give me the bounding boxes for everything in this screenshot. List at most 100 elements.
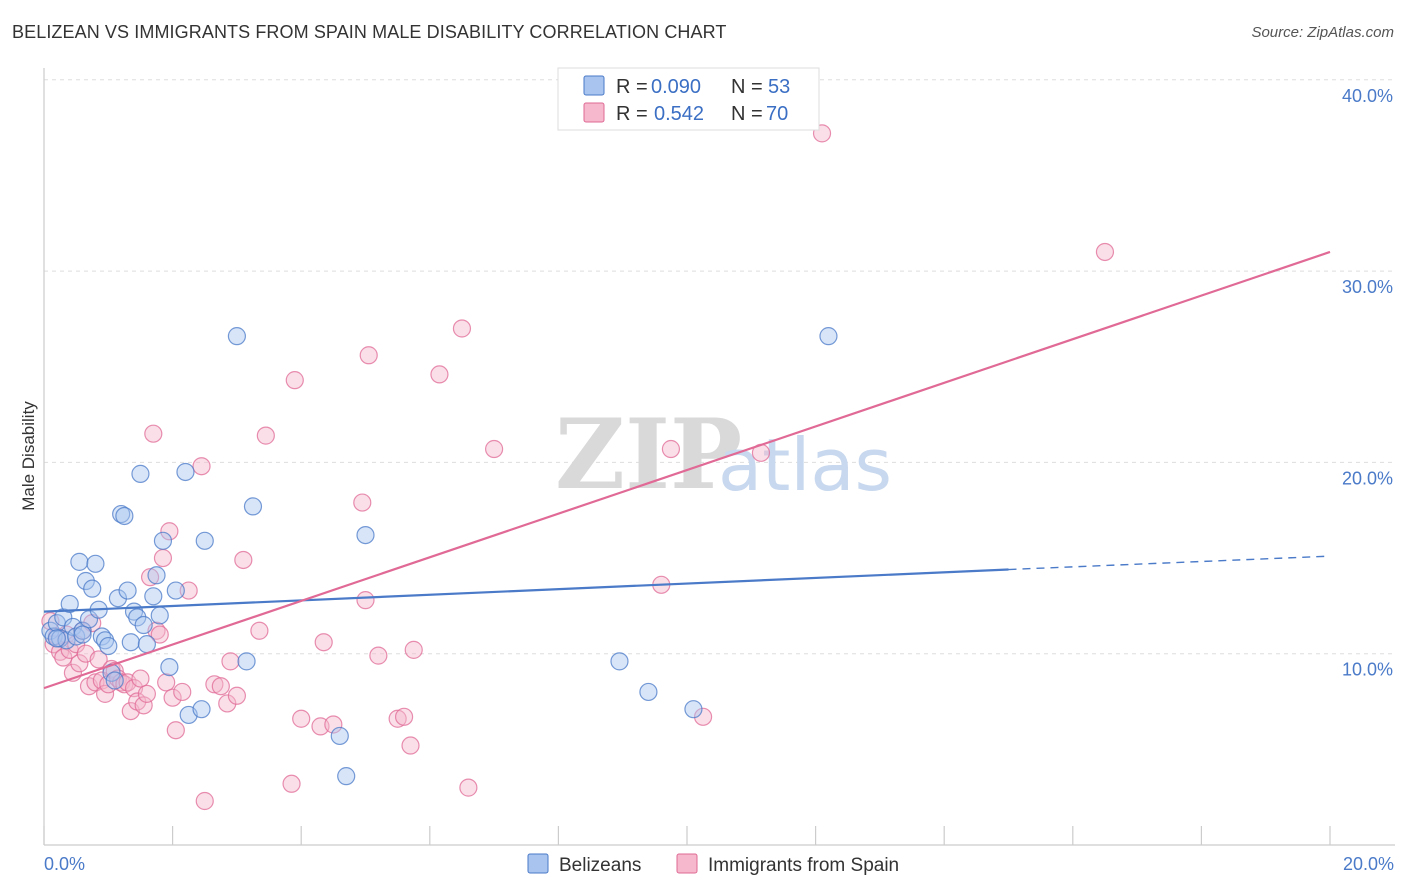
y-tick-label-1: 10.0% — [1342, 660, 1393, 680]
immigrants-from-spain-point-31 — [137, 684, 156, 703]
legend-swatch-blue — [583, 75, 605, 96]
legend-n-label-pink: N = — [731, 103, 763, 125]
x-tick-marks — [43, 826, 1331, 845]
belizeans-point-11 — [73, 621, 92, 640]
belizeans-point-50 — [684, 700, 703, 719]
belizeans-point-38 — [176, 462, 195, 482]
belizeans-point-23 — [112, 504, 131, 524]
trend-line-belizeans — [43, 568, 1009, 613]
stats-legend: R = 0.090 N = 53 R = 0.542 N = 70 — [557, 67, 820, 131]
series-belizeans-points — [41, 327, 838, 786]
belizeans-point-46 — [337, 767, 356, 786]
immigrants-from-spain-point-24 — [115, 675, 134, 694]
immigrants-from-spain-point-41 — [173, 682, 192, 702]
immigrants-from-spain-point-64 — [394, 707, 414, 726]
immigrants-from-spain-point-43 — [192, 457, 211, 476]
x-tick-label-max: 20.0% — [1343, 854, 1394, 874]
belizeans-point-52 — [47, 629, 66, 648]
belizeans-point-25 — [118, 581, 137, 600]
y-tick-labels: 10.0% 20.0% 30.0% 40.0% — [1342, 86, 1393, 680]
belizeans-point-24 — [115, 506, 134, 526]
immigrants-from-spain-point-51 — [250, 621, 269, 640]
belizeans-point-22 — [108, 589, 128, 608]
belizeans-point-7 — [60, 594, 79, 614]
y-tick-label-2: 20.0% — [1342, 468, 1393, 488]
immigrants-from-spain-point-65 — [401, 736, 420, 755]
belizeans-point-45 — [330, 726, 349, 746]
legend-r-label-blue: R = — [616, 76, 648, 98]
immigrants-from-spain-point-38 — [160, 522, 179, 541]
legend-r-label-pink: R = — [616, 103, 648, 125]
belizeans-point-8 — [63, 617, 83, 637]
immigrants-from-spain-point-72 — [661, 439, 681, 459]
immigrants-from-spain-point-42 — [179, 581, 198, 600]
y-tick-label-4: 40.0% — [1342, 86, 1393, 106]
immigrants-from-spain-point-69 — [459, 778, 478, 797]
belizeans-point-34 — [150, 606, 169, 625]
belizeans-point-40 — [192, 700, 211, 719]
immigrants-from-spain-point-59 — [353, 493, 372, 512]
belizeans-point-32 — [144, 587, 163, 606]
belizeans-point-21 — [105, 671, 124, 690]
chart-source: Source: ZipAtlas.com — [1251, 24, 1394, 41]
immigrants-from-spain-point-60 — [356, 591, 375, 610]
immigrants-from-spain-point-55 — [292, 709, 311, 728]
watermark-atlas: atlas — [718, 423, 892, 507]
immigrants-from-spain-point-16 — [89, 650, 108, 669]
y-tick-label-3: 30.0% — [1342, 277, 1393, 297]
belizeans-point-37 — [166, 581, 185, 600]
immigrants-from-spain-point-61 — [359, 346, 378, 365]
immigrants-from-spain-point-37 — [157, 673, 176, 692]
belizeans-point-26 — [121, 633, 140, 652]
belizeans-point-19 — [99, 636, 118, 656]
belizeans-point-33 — [147, 566, 166, 585]
immigrants-from-spain-point-46 — [211, 677, 230, 696]
immigrants-from-spain-point-29 — [131, 669, 150, 688]
immigrants-from-spain-point-62 — [369, 646, 388, 665]
immigrants-from-spain-point-66 — [404, 640, 423, 659]
immigrants-from-spain-point-73 — [693, 707, 713, 726]
trend-line-immigrants-from-spain — [43, 250, 1331, 690]
belizeans-point-29 — [131, 464, 150, 483]
immigrants-from-spain-point-47 — [218, 694, 237, 713]
immigrants-from-spain-point-39 — [163, 688, 182, 707]
chart-title: BELIZEAN VS IMMIGRANTS FROM SPAIN MALE D… — [12, 22, 727, 42]
belizeans-point-43 — [237, 652, 256, 671]
immigrants-from-spain-point-40 — [166, 721, 185, 740]
belizeans-point-53 — [73, 625, 92, 644]
x-tick-label-min: 0.0% — [44, 854, 85, 874]
legend-n-value-blue: 53 — [768, 76, 790, 98]
legend-swatch-pink — [583, 102, 605, 123]
belizeans-point-48 — [610, 652, 629, 671]
trend-line-belizeans-extension — [1008, 555, 1331, 571]
immigrants-from-spain-point-68 — [452, 319, 472, 338]
belizeans-point-42 — [227, 327, 246, 346]
immigrants-from-spain-point-54 — [285, 371, 304, 390]
belizeans-point-14 — [83, 579, 102, 598]
y-axis-label: Male Disability — [19, 401, 38, 511]
immigrants-from-spain-point-45 — [205, 675, 224, 694]
series-legend: Belizeans Immigrants from Spain — [527, 853, 899, 876]
immigrants-from-spain-point-57 — [314, 633, 333, 652]
immigrants-from-spain-point-53 — [282, 774, 301, 793]
immigrants-from-spain-point-36 — [153, 548, 173, 568]
series-legend-label-immigrants-from-spain: Immigrants from Spain — [708, 855, 899, 876]
immigrants-from-spain-point-76 — [1095, 242, 1115, 262]
immigrants-from-spain-point-48 — [221, 652, 240, 671]
belizeans-point-51 — [819, 327, 838, 346]
series-legend-swatch-belizeans — [527, 853, 549, 874]
belizeans-point-10 — [70, 552, 89, 571]
belizeans-point-44 — [243, 497, 263, 516]
legend-r-value-pink: 0.542 — [654, 103, 704, 125]
immigrants-from-spain-point-70 — [485, 439, 504, 459]
series-legend-label-belizeans: Belizeans — [559, 855, 641, 876]
belizeans-point-15 — [86, 554, 105, 573]
immigrants-from-spain-point-63 — [388, 709, 407, 728]
legend-r-value-blue: 0.090 — [651, 76, 701, 98]
belizeans-point-18 — [95, 631, 115, 650]
immigrants-from-spain-point-49 — [227, 686, 246, 705]
immigrants-from-spain-point-35 — [150, 625, 169, 644]
immigrants-from-spain-point-67 — [430, 365, 449, 384]
watermark-zip: ZIP — [555, 398, 742, 511]
